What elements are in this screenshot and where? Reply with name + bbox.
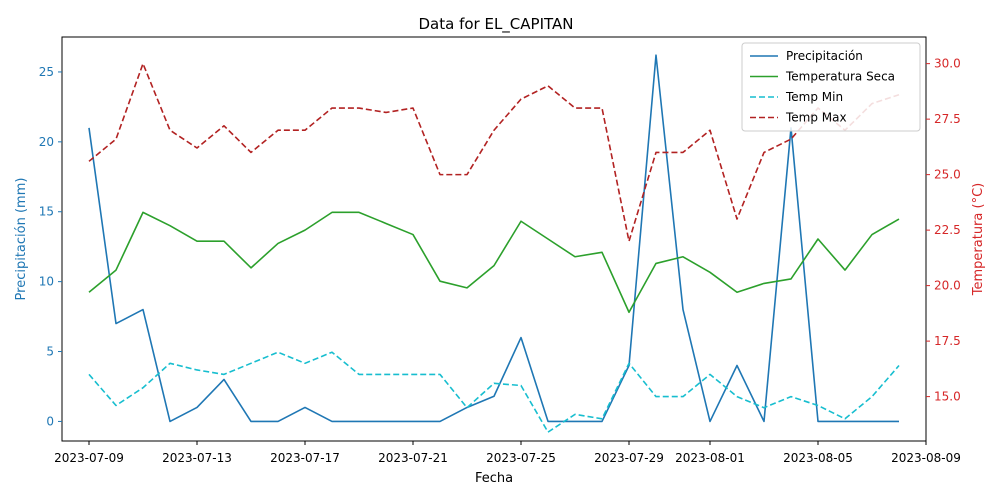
x-tick-label: 2023-08-09 bbox=[891, 451, 961, 465]
y-left-tick-label: 5 bbox=[46, 345, 54, 359]
legend-box bbox=[741, 42, 921, 132]
legend-label: Temperatura Seca bbox=[785, 70, 895, 84]
chart-title: Data for EL_CAPITAN bbox=[419, 15, 574, 34]
series-line-temp-max bbox=[88, 62, 900, 243]
y-axis-right: 15.0 17.5 20.0 22.5 25.0 27.5 30.0 bbox=[926, 57, 961, 404]
y-axis-left-label: Precipitación (mm) bbox=[14, 178, 29, 301]
y-left-tick-label: 15 bbox=[39, 205, 54, 219]
legend-label: Precipitación bbox=[786, 49, 863, 63]
x-tick-label: 2023-07-09 bbox=[54, 451, 124, 465]
y-right-tick-label: 20.0 bbox=[934, 279, 961, 293]
y-left-tick-label: 10 bbox=[39, 275, 54, 289]
series-line-precipitaci-n bbox=[88, 54, 899, 423]
y-right-tick-label: 25.0 bbox=[934, 168, 961, 182]
x-axis: 2023-07-09 2023-07-13 2023-07-17 2023-07-21… bbox=[54, 441, 961, 465]
y-right-tick-label: 22.5 bbox=[934, 223, 961, 237]
legend-label: Temp Max bbox=[785, 111, 847, 125]
plot-frame bbox=[61, 36, 927, 442]
y-left-tick-label: 20 bbox=[39, 135, 54, 149]
plot-area bbox=[88, 54, 900, 433]
legend: Precipitación Temperatura Seca Temp Min Tem… bbox=[741, 42, 921, 132]
legend-label: Temp Min bbox=[785, 90, 843, 104]
y-right-tick-label: 30.0 bbox=[934, 57, 961, 71]
x-tick-label: 2023-07-25 bbox=[486, 451, 556, 465]
x-tick-label: 2023-07-17 bbox=[270, 451, 340, 465]
series-line-temp-min bbox=[88, 351, 900, 433]
x-tick-label: 2023-07-21 bbox=[378, 451, 448, 465]
y-left-tick-label: 25 bbox=[39, 65, 54, 79]
series-line-temperatura-seca bbox=[88, 211, 900, 314]
y-axis-right-label: Temperatura (°C) bbox=[971, 183, 986, 296]
y-axis-left: 0 5 10 15 20 25 bbox=[39, 65, 62, 428]
y-right-tick-label: 17.5 bbox=[934, 334, 961, 348]
x-tick-label: 2023-08-05 bbox=[783, 451, 853, 465]
y-right-tick-label: 15.0 bbox=[934, 390, 961, 404]
x-tick-label: 2023-08-01 bbox=[675, 451, 745, 465]
x-axis-label: Fecha bbox=[475, 471, 513, 486]
x-tick-label: 2023-07-29 bbox=[594, 451, 664, 465]
y-left-tick-label: 0 bbox=[46, 414, 54, 428]
y-right-tick-label: 27.5 bbox=[934, 112, 961, 126]
x-tick-label: 2023-07-13 bbox=[162, 451, 232, 465]
